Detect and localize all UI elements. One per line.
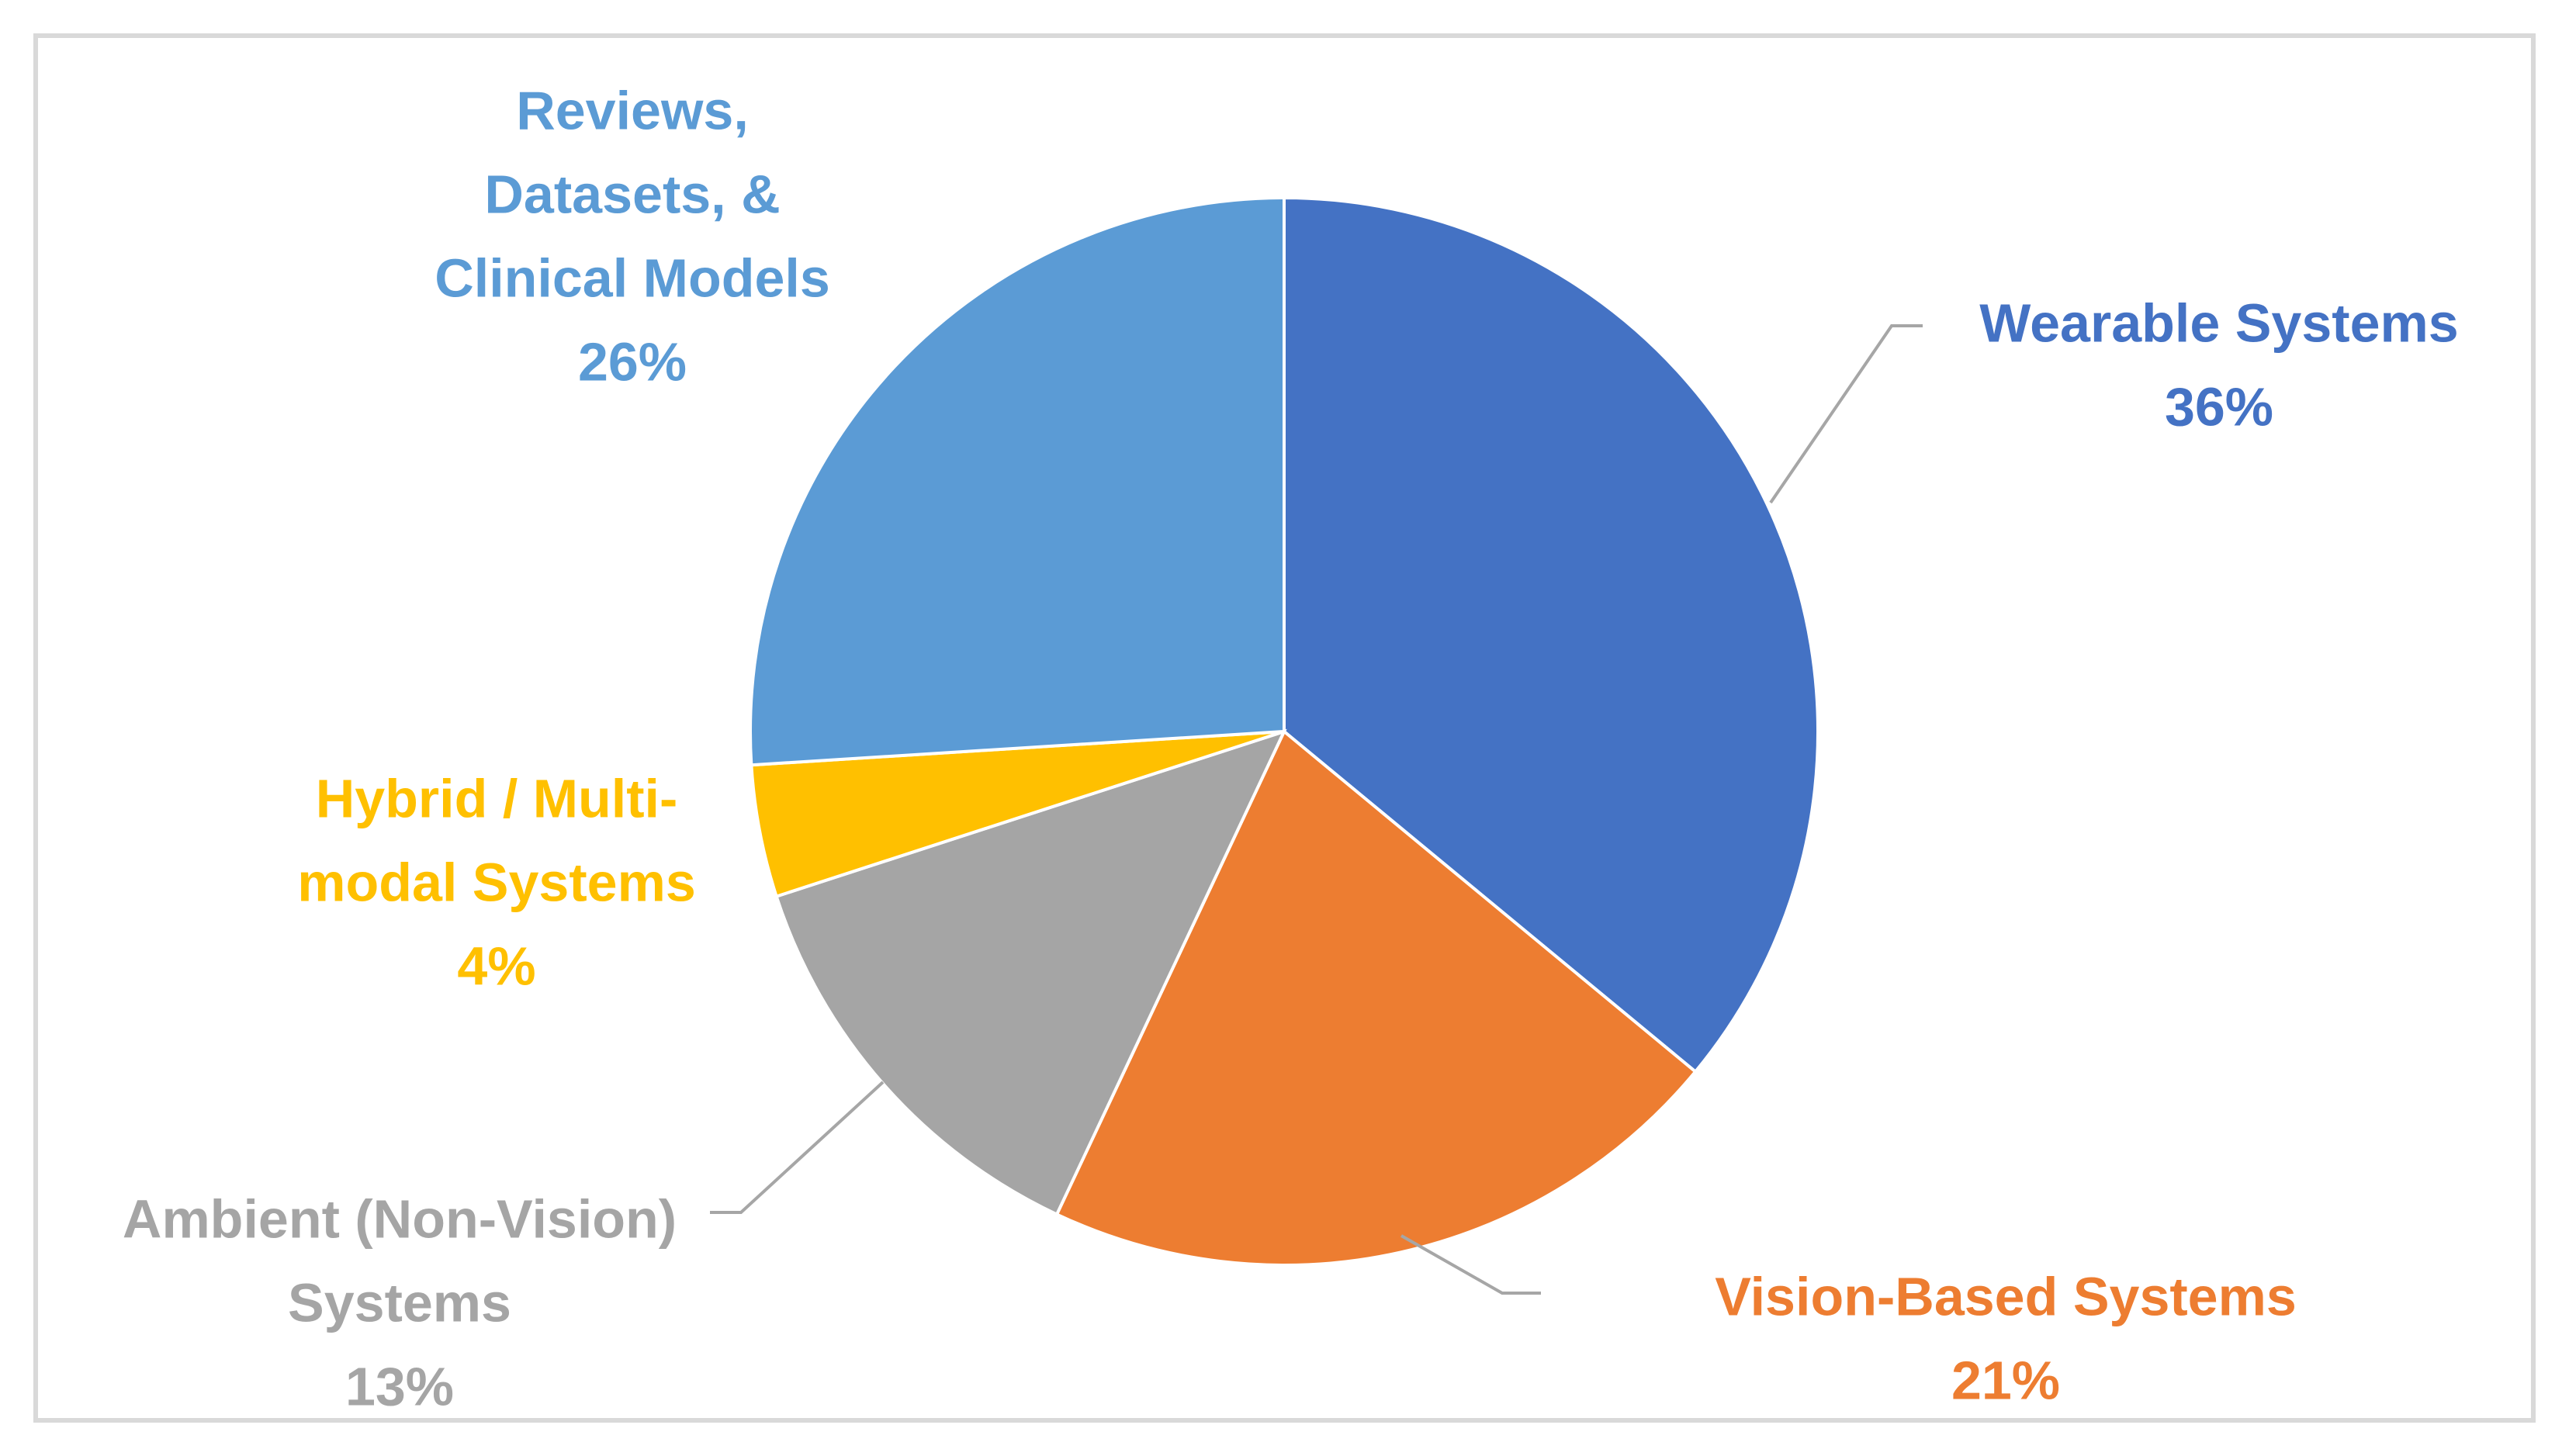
labels-layer: Wearable Systems 36% Vision-Based Systems 2…: [123, 80, 2459, 1416]
slice-category-label: Hybrid / Multi-: [316, 768, 678, 828]
slice-percent-label: 21%: [1951, 1350, 2060, 1410]
pie-slice-3: [774, 728, 1287, 1217]
leader-line-2: [1400, 1234, 1541, 1295]
pie-slice-1: [1283, 195, 1819, 1074]
slice-category-label: Vision-Based Systems: [1715, 1266, 2297, 1326]
slice-label-5: Reviews, Datasets, & Clinical Models 26%: [435, 80, 830, 392]
slice-label-1: Wearable Systems 36%: [1979, 292, 2458, 437]
pie-slice-2: [1054, 728, 1698, 1267]
slice-percent-label: 13%: [345, 1356, 454, 1416]
slice-percent-label: 26%: [578, 331, 687, 392]
slice-category-label: Datasets, &: [484, 164, 780, 224]
slice-label-4: Hybrid / Multi-modal Systems 4%: [297, 768, 696, 996]
leader-lines-layer: [710, 324, 1923, 1295]
slice-category-label: Ambient (Non-Vision): [123, 1188, 677, 1249]
slices-layer: [749, 195, 1819, 1267]
slice-percent-label: 4%: [457, 936, 535, 996]
leader-line-1: [1769, 324, 1923, 504]
slice-category-label: Clinical Models: [435, 247, 830, 308]
slice-percent-label: 36%: [2165, 376, 2273, 437]
slice-category-label: Wearable Systems: [1979, 292, 2458, 353]
leader-line-3: [710, 1081, 885, 1214]
slice-label-3: Ambient (Non-Vision) Systems 13%: [123, 1188, 677, 1416]
slice-category-label: Reviews,: [516, 80, 749, 140]
slice-label-2: Vision-Based Systems 21%: [1715, 1266, 2297, 1410]
slice-category-label: Systems: [288, 1272, 511, 1333]
pie-slice-5: [749, 195, 1286, 767]
slice-category-label: modal Systems: [297, 852, 696, 912]
